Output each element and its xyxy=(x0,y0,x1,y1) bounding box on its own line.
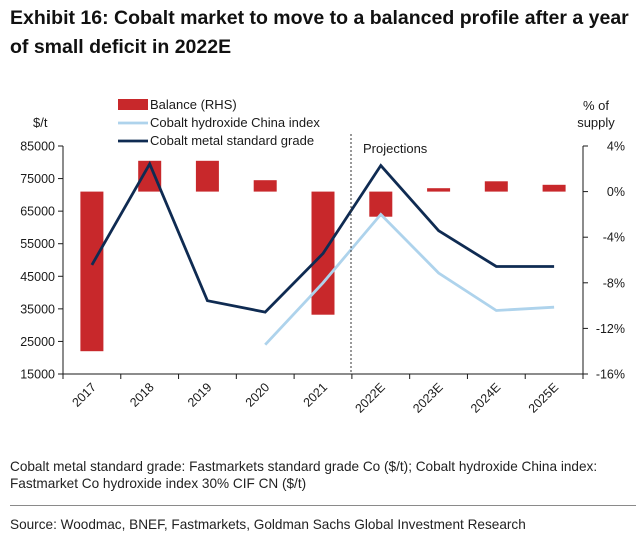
balance-bar-2017 xyxy=(80,191,104,352)
left-tick-label: 25000 xyxy=(20,335,55,349)
left-tick-label: 75000 xyxy=(20,172,55,186)
hydroxide-line xyxy=(264,212,555,346)
x-tick-label: 2024E xyxy=(468,380,503,415)
balance-bar-2018 xyxy=(138,160,162,192)
right-tick-label: -8% xyxy=(603,276,625,290)
price-lines xyxy=(90,160,555,346)
right-tick-label: -16% xyxy=(596,368,625,382)
legend: Balance (RHS) Cobalt hydroxide China ind… xyxy=(118,97,320,148)
chart-note: Cobalt metal standard grade: Fastmarkets… xyxy=(10,459,598,491)
x-tick-label: 2025E xyxy=(526,380,561,415)
chart-title: Exhibit 16: Cobalt market to move to a b… xyxy=(10,7,629,58)
balance-bar-2025E xyxy=(542,184,566,192)
x-tick-label: 2019 xyxy=(185,380,215,410)
balance-bars xyxy=(80,160,566,352)
metal-line xyxy=(90,160,555,314)
balance-bar-2023E xyxy=(427,188,451,192)
x-tick-label: 2021 xyxy=(301,380,331,410)
left-tick-label: 15000 xyxy=(20,368,55,382)
x-tick-label: 2020 xyxy=(243,380,273,410)
x-tick-label: 2022E xyxy=(352,380,387,415)
right-axis-label-line2: supply xyxy=(577,115,615,130)
x-tick-label: 2017 xyxy=(69,380,99,410)
right-tick-label: -4% xyxy=(603,231,625,245)
left-axis-label: $/t xyxy=(33,115,48,130)
right-tick-label: 0% xyxy=(607,185,625,199)
x-tick-label: 2023E xyxy=(410,380,445,415)
left-tick-label: 35000 xyxy=(20,302,55,316)
footer-divider xyxy=(10,505,636,506)
x-tick-label: 2018 xyxy=(127,380,157,410)
legend-swatch-balance xyxy=(118,99,148,110)
balance-bar-2022E xyxy=(369,191,393,217)
balance-bar-2020 xyxy=(253,180,277,192)
legend-label-balance: Balance (RHS) xyxy=(150,97,237,112)
balance-bar-2019 xyxy=(195,160,219,192)
right-tick-label: 4% xyxy=(607,140,625,154)
legend-label-hydroxide: Cobalt hydroxide China index xyxy=(150,115,320,130)
projections-label: Projections xyxy=(363,141,428,156)
right-axis-label-line1: % of xyxy=(583,98,609,113)
left-tick-label: 85000 xyxy=(20,140,55,154)
left-tick-label: 45000 xyxy=(20,270,55,284)
left-tick-label: 55000 xyxy=(20,237,55,251)
right-tick-label: -12% xyxy=(596,322,625,336)
source-line: Source: Woodmac, BNEF, Fastmarkets, Gold… xyxy=(10,517,526,532)
chart: 15000 25000 35000 45000 55000 65000 75000 85000… xyxy=(20,97,625,416)
balance-bar-2024E xyxy=(484,181,508,192)
left-tick-label: 65000 xyxy=(20,205,55,219)
legend-label-metal: Cobalt metal standard grade xyxy=(150,133,314,148)
